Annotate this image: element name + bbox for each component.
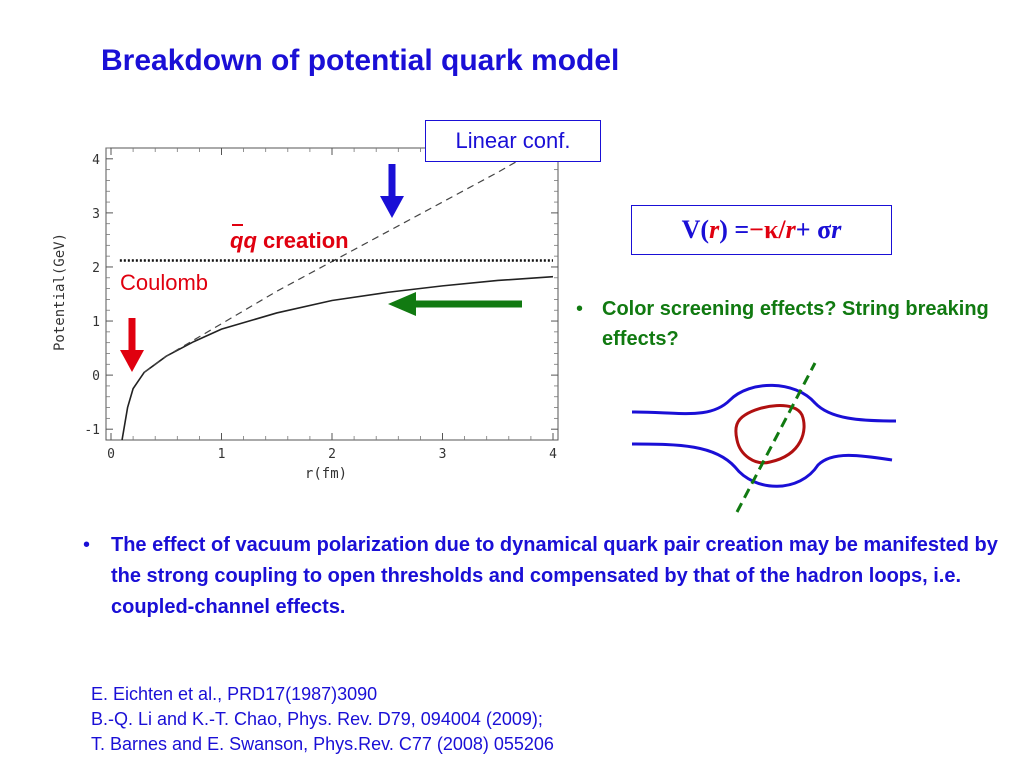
blue-arrow-head [380, 196, 404, 218]
green-arrow-head [388, 292, 416, 316]
vacuum-polarization-bullet: • The effect of vacuum polarization due … [83, 530, 1003, 623]
lower-flux-line [631, 442, 893, 488]
linear-confinement-callout: Linear conf. [425, 120, 601, 162]
reference-item: B.-Q. Li and K.-T. Chao, Phys. Rev. D79,… [91, 709, 543, 729]
slide-title: Breakdown of potential quark model [101, 44, 620, 77]
potential-plot: 0 1 2 3 4 -1 0 1 2 3 4 r(fm) Potential(GeV) [52, 147, 559, 482]
x-tick-label: 0 [107, 447, 115, 462]
y-tick-label: 4 [92, 153, 100, 168]
formula-r1: r [709, 215, 720, 244]
formula-sigma: + σ [795, 215, 832, 244]
y-tick-label: 2 [92, 261, 100, 276]
formula-eq: ) = [719, 215, 750, 244]
formula-r2: r [785, 215, 796, 244]
string-breaking-diagram [631, 362, 897, 513]
plot-annotations [120, 164, 522, 372]
qq-bar-label: qq [230, 228, 257, 253]
red-arrow-head [120, 350, 144, 372]
x-tick-label: 2 [328, 447, 336, 462]
formula-kappa: −κ/ [749, 215, 786, 244]
bullet-marker: • [83, 534, 91, 556]
vacuum-polarization-text: The effect of vacuum polarization due to… [111, 534, 998, 618]
bullet-marker: • [576, 298, 584, 320]
breaking-line [735, 362, 817, 513]
x-tick-label: 4 [549, 447, 557, 462]
plot-series [119, 152, 554, 441]
screening-text: Color screening effects? String breaking… [602, 298, 989, 350]
x-tick-label: 3 [439, 447, 447, 462]
upper-flux-line [631, 383, 897, 423]
y-tick-label: -1 [84, 423, 100, 438]
screening-bullet: • Color screening effects? String breaki… [576, 294, 996, 354]
y-tick-label: 3 [92, 207, 100, 222]
reference-item: T. Barnes and E. Swanson, Phys.Rev. C77 … [91, 734, 554, 754]
creation-text: creation [256, 228, 349, 253]
pair-creation-label: qq creation [230, 228, 349, 254]
reference-item: E. Eichten et al., PRD17(1987)3090 [91, 684, 378, 704]
y-tick-label: 1 [92, 315, 100, 330]
formula-v: V( [681, 215, 710, 244]
y-tick-label: 0 [92, 369, 100, 384]
plot-tick-labels: 0 1 2 3 4 -1 0 1 2 3 4 [84, 153, 557, 462]
formula-r3: r [831, 215, 842, 244]
references: E. Eichten et al., PRD17(1987)3090 B.-Q.… [91, 682, 554, 757]
x-tick-label: 1 [218, 447, 226, 462]
series-dashed-line [143, 152, 532, 373]
x-axis-label: r(fm) [305, 466, 347, 482]
potential-formula: V(r) = −κ/r + σ r [631, 205, 892, 255]
quark-loop [734, 404, 806, 465]
series-solid-line [121, 275, 554, 441]
coulomb-label: Coulomb [120, 270, 209, 295]
y-axis-label: Potential(GeV) [52, 233, 68, 351]
